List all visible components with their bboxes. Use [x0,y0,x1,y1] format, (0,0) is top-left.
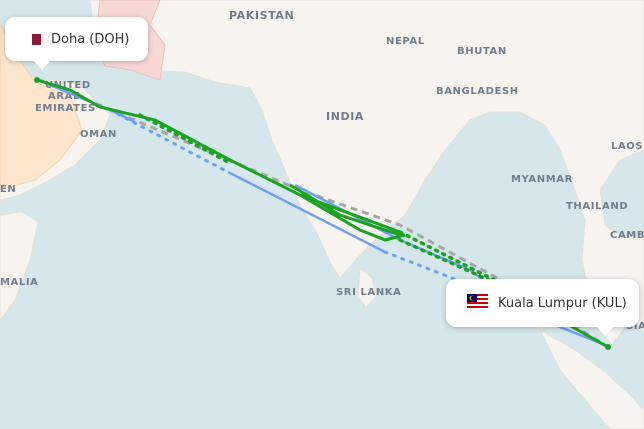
land-africa [0,211,39,321]
malaysia-flag-icon [467,294,488,312]
flight-track-green-dotted [138,113,512,290]
label-yemen: EN [0,184,16,195]
destination-label: Kuala Lumpur (KUL) [498,295,627,311]
label-uae: ARAB [48,91,81,102]
origin-marker[interactable] [34,77,40,83]
label-sri-lanka: SRI LANKA [336,287,401,298]
label-myanmar: MYANMAR [511,174,573,185]
land-sumatra [539,328,644,429]
qatar-flag-icon [30,33,41,45]
label-oman: OMAN [80,129,117,140]
label-bangladesh: BANGLADESH [436,86,519,97]
flight-track-green [36,78,609,349]
land-asia [89,0,644,346]
label-malaysia: SIA [626,321,644,332]
label-somalia: MALIA [0,277,39,288]
destination-marker[interactable] [605,344,611,350]
label-nepal: NEPAL [386,36,425,47]
label-thailand: THAILAND [566,201,628,212]
land-saudi [0,24,83,191]
label-uae: EMIRATES [35,103,96,114]
land-sri-lanka [357,267,377,309]
label-bhutan: BHUTAN [457,46,507,57]
label-pakistan: PAKISTAN [229,9,294,22]
label-uae: UNITED [45,80,91,91]
label-cambodia: CAMB [610,230,644,241]
origin-callout[interactable]: Doha (DOH) [5,17,148,70]
origin-label: Doha (DOH) [51,31,130,47]
label-laos: LAOS [611,141,643,152]
destination-callout[interactable]: Kuala Lumpur (KUL) [446,279,639,336]
label-india: INDIA [326,110,364,123]
